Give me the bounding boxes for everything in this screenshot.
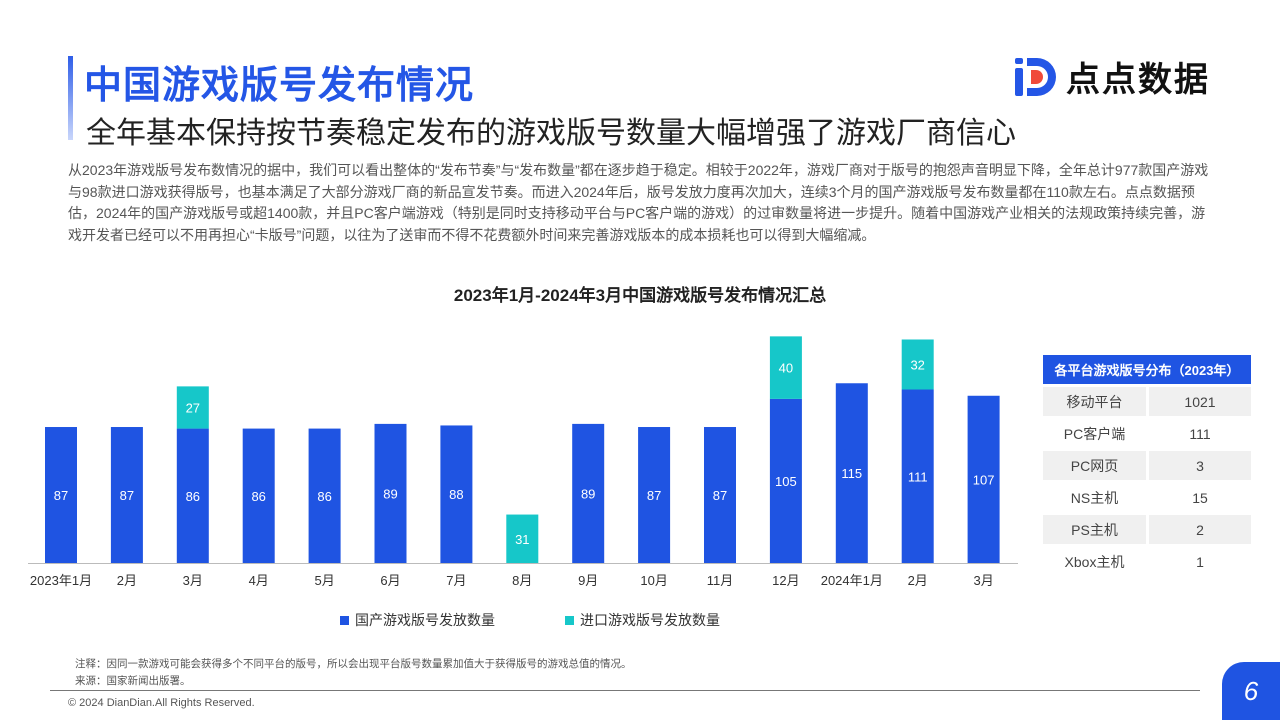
platform-name: PS主机 [1043,515,1149,544]
x-tick-label: 9月 [578,573,598,588]
platform-table: 各平台游戏版号分布（2023年） 移动平台 1021 PC客户端 111 PC网页 3 NS… [1043,352,1251,579]
bar-imported [506,514,539,563]
platform-count: 2 [1149,515,1251,544]
platform-name: 移动平台 [1043,387,1149,416]
copyright: © 2024 DianDian.All Rights Reserved. [68,697,255,709]
data-label: 107 [973,472,995,487]
legend-label: 国产游戏版号发放数量 [355,612,495,628]
platform-count: 1021 [1149,387,1251,416]
bar-domestic [901,389,934,563]
page-subtitle: 全年基本保持按节奏稳定发布的游戏版号数量大幅增强了游戏厂商信心 [86,117,1016,150]
platform-count: 1 [1196,553,1204,570]
legend-swatch [565,615,574,625]
table-row: PC网页 3 [1043,451,1251,480]
bar-domestic [638,427,671,563]
bar-domestic [769,398,802,563]
data-label: 89 [581,486,595,501]
bar-domestic [572,423,605,563]
title-accent-bar [68,56,73,140]
bar-imported [901,339,934,390]
bar-chart: 87 2023年1月 87 2月 86 27 3月 86 4月 86 5月 89 6月 88 7月 31 8月 8… [28,336,1018,588]
data-label: 111 [908,469,928,484]
footer-divider [50,690,1200,691]
chart-title-text: 2023年1月-2024年3月中国游戏版号发布情况汇总 [453,286,827,305]
x-tick-label: 2024年1月 [821,573,883,588]
legend-item-imported: 进口游戏版号发放数量 [565,610,720,630]
bar-domestic [242,428,275,563]
legend-item-domestic: 国产游戏版号发放数量 [340,610,495,630]
data-label: 40 [779,361,793,376]
table-row: PS主机 2 [1043,515,1251,544]
table-header: 各平台游戏版号分布（2023年） [1043,355,1251,384]
platform-count: 3 [1149,451,1251,480]
x-tick-label: 3月 [183,573,203,588]
platform-name: NS主机 [1043,483,1149,512]
bar-domestic [374,423,407,563]
table-row: NS主机 15 [1043,483,1251,512]
data-label: 87 [647,488,661,503]
legend-label: 进口游戏版号发放数量 [580,612,720,628]
bar-domestic [440,425,473,563]
platform-count: 111 [1189,425,1211,442]
data-label: 87 [54,488,68,503]
data-label: 87 [120,488,134,503]
bar-domestic [176,428,209,563]
bar-domestic [308,428,341,563]
data-label: 31 [515,532,529,547]
data-label: 27 [186,400,200,415]
x-tick-label: 4月 [249,573,269,588]
x-tick-label: 6月 [380,573,400,588]
x-tick-label: 8月 [512,573,532,588]
page-title: 中国游戏版号发布情况 [84,65,475,107]
bar-domestic [110,427,143,563]
logo-text: 点点数据 [1066,61,1210,99]
bar-domestic [835,383,868,563]
platform-name: PC网页 [1043,451,1149,480]
data-label: 86 [251,489,265,504]
data-label: 86 [317,489,331,504]
x-tick-label: 2月 [117,573,137,588]
logo: 点点数据 [1012,52,1210,101]
data-label: 32 [910,357,924,372]
data-label: 89 [383,486,397,501]
x-tick-label: 12月 [772,573,799,588]
chart-legend: 国产游戏版号发放数量 进口游戏版号发放数量 [340,610,720,630]
table-row: PC客户端 111 [1043,419,1251,448]
bar-domestic [704,427,736,563]
bar-imported [176,386,209,429]
x-tick-label: 2023年1月 [30,573,92,588]
page-number: 6 [1222,662,1280,720]
summary-paragraph: 从2023年游戏版号发布数情况的据中，我们可以看出整体的“发布节奏”与“发布数量… [68,162,1209,243]
table-row: Xbox主机 1 [1043,547,1251,576]
table-row: 移动平台 1021 [1043,387,1251,416]
note-text: 注释：因同一款游戏可能会获得多个不同平台的版号，所以会出现平台版号数量累加值大于… [75,658,632,670]
platform-name: Xbox主机 [1043,547,1149,576]
data-label: 115 [841,466,862,481]
x-tick-label: 5月 [314,573,334,588]
x-tick-label: 11月 [707,573,734,588]
legend-swatch [340,615,349,625]
x-tick-label: 2月 [908,573,928,588]
data-label: 88 [449,487,463,502]
data-label: 87 [713,488,727,503]
platform-count: 15 [1192,489,1208,506]
platform-name: PC客户端 [1043,419,1149,448]
source-text: 来源：国家新闻出版署。 [75,675,191,687]
x-tick-label: 3月 [973,573,993,588]
bar-domestic [967,395,1000,563]
data-label: 105 [775,474,797,489]
bar-domestic [45,427,77,563]
diandian-logo-icon [1015,57,1056,96]
x-tick-label: 7月 [446,573,466,588]
x-tick-label: 10月 [640,573,667,588]
chart-title: 2023年1月-2024年3月中国游戏版号发布情况汇总 [0,281,1280,306]
data-label: 86 [186,489,200,504]
bar-imported [769,336,802,399]
footnotes: 注释：因同一款游戏可能会获得多个不同平台的版号，所以会出现平台版号数量累加值大于… [75,656,632,690]
